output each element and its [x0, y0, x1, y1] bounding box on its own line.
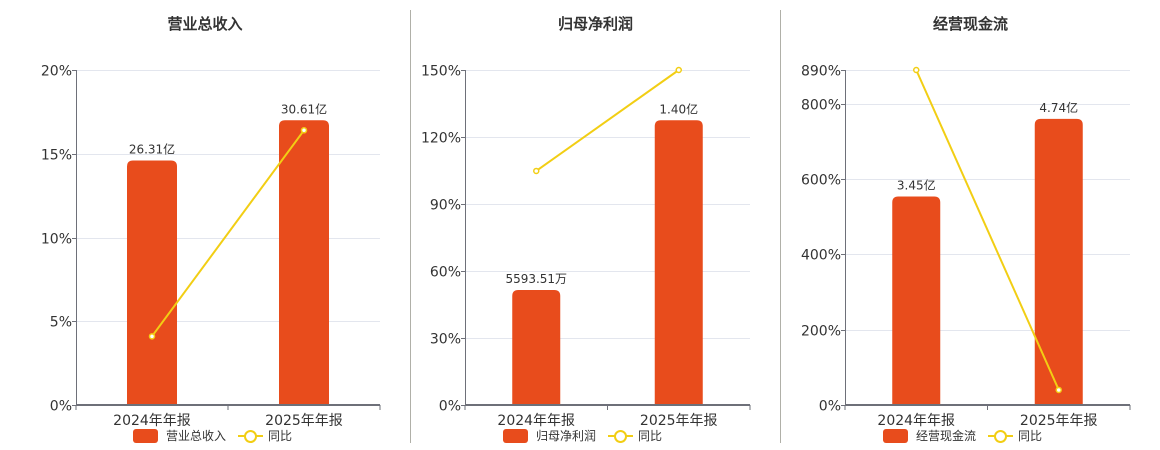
chart-title: 经营现金流 — [932, 15, 1008, 33]
y-tick-label: 5% — [50, 315, 72, 331]
y-tick-label: 200% — [801, 324, 841, 340]
bar-legend-swatch[interactable] — [133, 428, 158, 443]
yoy-point — [533, 167, 540, 175]
yoy-point — [1055, 386, 1062, 394]
line-legend-label[interactable]: 同比 — [268, 429, 293, 443]
line-legend-icon[interactable] — [238, 429, 264, 443]
chart-legend: 归母净利润 同比 — [503, 427, 662, 444]
y-tick-label: 30% — [430, 332, 461, 348]
x-tick-label: 2024年年报 — [113, 413, 191, 429]
y-tick-label: 10% — [41, 232, 72, 248]
bar-value-label: 26.31亿 — [129, 141, 175, 156]
bar-value-label: 5593.51万 — [505, 272, 567, 286]
y-tick-label: 120% — [421, 131, 461, 147]
bar-legend-swatch[interactable] — [883, 428, 908, 443]
yoy-point — [148, 333, 156, 340]
y-tick-label: 0% — [50, 399, 72, 415]
x-tick-label: 2025年年报 — [265, 413, 343, 429]
separator-1 — [410, 10, 411, 443]
y-tick-label: 890% — [801, 64, 841, 80]
line-legend-icon[interactable] — [608, 429, 634, 443]
yoy-line — [151, 129, 305, 337]
x-tick-label: 2024年年报 — [877, 413, 955, 429]
chart-legend: 营业总收入 同比 — [133, 427, 292, 444]
separator-2 — [780, 10, 781, 443]
bar-legend-label[interactable]: 归母净利润 — [536, 429, 597, 443]
bar — [279, 120, 329, 405]
bar-legend-swatch[interactable] — [503, 428, 528, 443]
y-tick-label: 600% — [801, 173, 841, 189]
bar-value-label: 3.45亿 — [897, 177, 936, 192]
chart-panel-net-profit: 归母净利润 0% 30% 60% 90% 120% 150% 5593.51万 2024年年报… — [411, 0, 780, 450]
y-tick-label: 150% — [421, 64, 461, 80]
y-tick-label: 0% — [439, 399, 461, 415]
y-tick-label: 0% — [819, 399, 841, 415]
y-tick-label: 20% — [41, 64, 72, 80]
x-tick-label: 2025年年报 — [1020, 413, 1098, 429]
chart-legend: 经营现金流 同比 — [883, 427, 1042, 444]
bar-legend-label[interactable]: 经营现金流 — [916, 429, 977, 443]
line-legend-label[interactable]: 同比 — [1018, 429, 1043, 443]
yoy-point — [675, 66, 682, 74]
chart-plot: 0% 30% 60% 90% 120% 150% 5593.51万 2024年年报 1.40亿 2… — [421, 64, 751, 429]
x-tick-label: 2024年年报 — [497, 413, 575, 429]
x-tick-label: 2025年年报 — [640, 413, 718, 429]
bar — [1034, 118, 1083, 405]
y-tick-label: 15% — [41, 148, 72, 164]
y-tick-label: 90% — [430, 198, 461, 214]
bar — [654, 120, 703, 405]
yoy-point — [300, 127, 308, 134]
bar-value-label: 4.74亿 — [1039, 100, 1078, 115]
y-tick-label: 800% — [801, 98, 841, 114]
chart-panel-revenue: 营业总收入 0% 5% 10% 15% 20% 26.31亿 2024年年报 30.61亿 20… — [0, 0, 410, 450]
bar — [127, 160, 177, 405]
bar-value-label: 1.40亿 — [659, 101, 698, 116]
chart-panel-operating-cashflow: 经营现金流 0% 200% 400% 600% 800% 890% 3.45亿 2024年年报… — [781, 0, 1160, 450]
chart-title: 营业总收入 — [167, 15, 243, 33]
yoy-line — [535, 69, 680, 172]
bar — [512, 289, 561, 405]
bar — [892, 196, 941, 405]
chart-title: 归母净利润 — [557, 15, 633, 33]
chart-plot: 0% 5% 10% 15% 20% 26.31亿 2024年年报 30.61亿 2025年年报 — [41, 64, 381, 429]
y-tick-label: 60% — [430, 265, 461, 281]
y-tick-label: 400% — [801, 248, 841, 264]
yoy-point — [913, 66, 920, 74]
line-legend-label[interactable]: 同比 — [638, 429, 663, 443]
bar-legend-label[interactable]: 营业总收入 — [166, 429, 227, 443]
yoy-line — [915, 69, 1060, 391]
bar-value-label: 30.61亿 — [281, 101, 327, 116]
line-legend-icon[interactable] — [988, 429, 1014, 443]
chart-plot: 0% 200% 400% 600% 800% 890% 3.45亿 2024年年报 4.74亿 2… — [801, 64, 1131, 429]
